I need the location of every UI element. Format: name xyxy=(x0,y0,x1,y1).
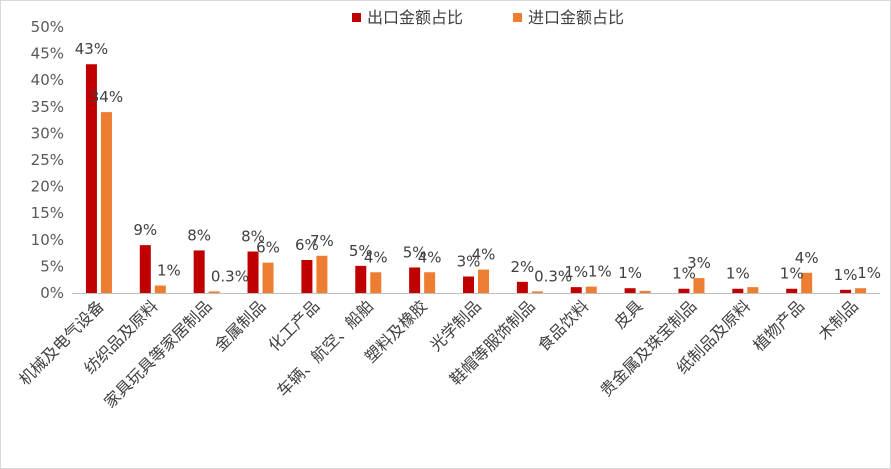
bar-export xyxy=(786,288,798,293)
data-label-export: 6% xyxy=(295,236,319,254)
data-label-export: 8% xyxy=(187,226,211,244)
data-label-import: 3% xyxy=(687,254,711,272)
legend: 出口金额占比 进口金额占比 xyxy=(352,8,624,27)
bar-import xyxy=(100,112,112,294)
bar-export xyxy=(247,251,259,293)
legend-swatch-export xyxy=(352,13,361,22)
y-tick-label: 15% xyxy=(31,204,64,222)
data-label-import: 6% xyxy=(256,239,280,257)
bar-import xyxy=(855,288,867,293)
bar-import xyxy=(747,287,759,293)
y-tick-label: 5% xyxy=(40,257,64,275)
bar-import xyxy=(208,291,220,293)
data-label-export: 3% xyxy=(457,253,481,271)
bar-export xyxy=(301,260,313,293)
data-label-export: 8% xyxy=(241,228,265,246)
data-label-import: 4% xyxy=(418,248,442,266)
y-tick-label: 50% xyxy=(31,18,64,36)
bar-export xyxy=(409,267,421,293)
bar-import xyxy=(531,291,543,293)
data-label-import: 7% xyxy=(310,232,334,250)
data-label-import: 1% xyxy=(857,264,881,282)
data-label-import: 1% xyxy=(157,262,181,280)
bar-export xyxy=(193,250,205,293)
bars xyxy=(85,64,867,294)
bar-import xyxy=(424,272,436,293)
bar-export xyxy=(570,287,582,293)
bar-import xyxy=(262,262,274,293)
data-label-import: 0.3% xyxy=(534,267,572,285)
bar-export xyxy=(85,64,97,294)
bar-export xyxy=(678,288,690,293)
data-label-export: 1% xyxy=(564,263,588,281)
data-label-import: 4% xyxy=(795,249,819,267)
data-label-export: 9% xyxy=(133,221,157,239)
y-tick-label: 20% xyxy=(31,178,64,196)
bar-import xyxy=(478,269,489,293)
legend-label-import: 进口金额占比 xyxy=(528,8,624,27)
y-tick-label: 35% xyxy=(31,98,64,116)
data-label-import: 0.3% xyxy=(211,267,249,285)
bar-import xyxy=(639,290,651,293)
bar-import xyxy=(801,272,813,293)
y-tick-label: 45% xyxy=(31,45,64,63)
data-label-export: 5% xyxy=(349,242,373,260)
y-tick-label: 0% xyxy=(40,284,64,302)
data-label-import: 4% xyxy=(472,246,496,264)
data-label-export: 1% xyxy=(834,266,858,284)
bar-export xyxy=(355,265,367,293)
data-label-export: 1% xyxy=(618,264,642,282)
bar-export xyxy=(732,288,744,293)
data-label-export: 1% xyxy=(726,265,750,283)
bar-import xyxy=(316,255,328,293)
y-tick-label: 25% xyxy=(31,151,64,169)
data-label-export: 2% xyxy=(510,258,534,276)
legend-label-export: 出口金额占比 xyxy=(367,8,463,27)
bar-import xyxy=(693,278,705,293)
data-label-export: 1% xyxy=(780,265,804,283)
data-label-export: 1% xyxy=(672,265,696,283)
data-label-export: 43% xyxy=(75,40,108,58)
bar-export xyxy=(840,289,852,293)
bar-import xyxy=(585,286,597,293)
bar-export xyxy=(516,281,528,293)
bar-import xyxy=(154,285,166,293)
data-label-import: 1% xyxy=(588,263,612,281)
data-labels: 43%9% 8% 8% 6% 5% 5%3% 2% 1% 1% 1% 1% 1% 1%34%1% 0.3%… xyxy=(75,40,881,285)
y-axis-ticks: 0% 5% 10% 15% 20% 25% 30% 35% 40% 45% 50% xyxy=(31,18,64,302)
bar-export xyxy=(624,288,636,293)
bar-export xyxy=(463,276,474,293)
data-label-import: 4% xyxy=(364,248,388,266)
bar-import xyxy=(370,272,382,293)
bar-export xyxy=(139,245,151,293)
y-tick-label: 10% xyxy=(31,231,64,249)
data-label-export: 5% xyxy=(403,243,427,261)
data-label-import: 34% xyxy=(90,88,123,106)
y-tick-label: 40% xyxy=(31,71,64,89)
y-tick-label: 30% xyxy=(31,124,64,142)
legend-swatch-import xyxy=(513,13,522,22)
